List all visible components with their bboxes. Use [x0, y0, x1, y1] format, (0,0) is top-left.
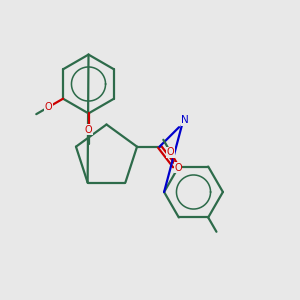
Text: N: N: [182, 115, 189, 125]
Text: O: O: [167, 147, 174, 157]
Text: O: O: [174, 163, 182, 173]
Text: O: O: [45, 102, 52, 112]
Text: H: H: [183, 117, 190, 126]
Text: O: O: [85, 125, 92, 135]
